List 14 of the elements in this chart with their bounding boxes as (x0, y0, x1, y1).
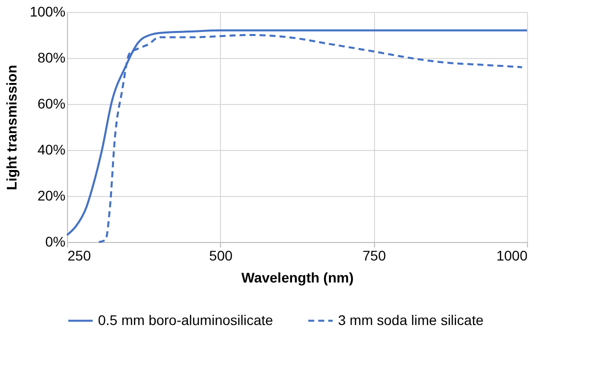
y-axis-title: Light transmission (4, 64, 20, 190)
y-tick-label: 80% (37, 50, 66, 66)
legend-label: 0.5 mm boro-aluminosilicate (98, 312, 274, 328)
y-tick-label: 0% (45, 234, 66, 250)
y-tick-label: 40% (37, 142, 66, 158)
y-tick-label: 100% (30, 4, 66, 20)
x-tick-label: 750 (362, 248, 386, 264)
y-tick-label: 20% (37, 188, 66, 204)
y-tick-label: 60% (37, 96, 66, 112)
x-tick-label: 1000 (496, 248, 528, 264)
x-axis-title: Wavelength (nm) (241, 270, 354, 286)
legend-label: 3 mm soda lime silicate (338, 312, 484, 328)
x-tick-label: 500 (209, 248, 233, 264)
x-tick-label: 250 (68, 248, 92, 264)
